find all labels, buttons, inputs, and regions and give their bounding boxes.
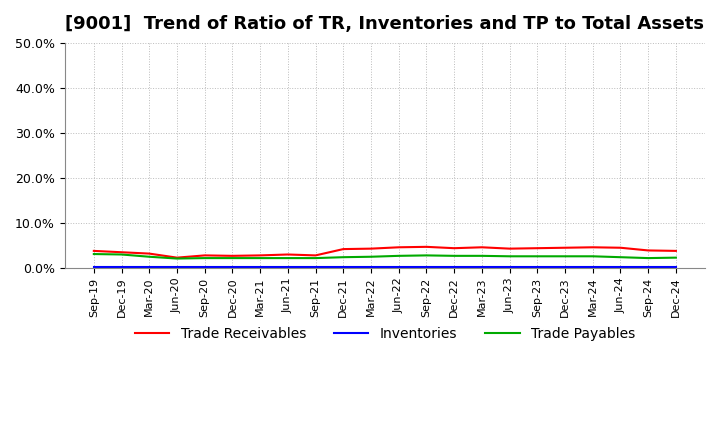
Trade Receivables (173, 255, 181, 260)
Legend: Trade Receivables, Inventories, Trade Payables: Trade Receivables, Inventories, Trade Pa… (129, 322, 641, 347)
Trade Receivables (672, 248, 680, 253)
Line: Trade Receivables: Trade Receivables (94, 247, 676, 258)
Inventories (588, 264, 597, 269)
Trade Receivables (561, 245, 570, 250)
Trade Payables (477, 253, 486, 258)
Inventories (173, 264, 181, 269)
Inventories (366, 264, 375, 269)
Trade Payables (200, 256, 209, 261)
Inventories (89, 264, 98, 269)
Trade Payables (339, 255, 348, 260)
Trade Receivables (644, 248, 652, 253)
Inventories (200, 264, 209, 269)
Inventories (284, 264, 292, 269)
Inventories (117, 264, 126, 269)
Trade Receivables (145, 251, 153, 256)
Trade Receivables (311, 253, 320, 258)
Line: Trade Payables: Trade Payables (94, 254, 676, 259)
Trade Payables (395, 253, 403, 258)
Trade Payables (117, 252, 126, 257)
Trade Payables (89, 251, 98, 257)
Title: [9001]  Trend of Ratio of TR, Inventories and TP to Total Assets: [9001] Trend of Ratio of TR, Inventories… (66, 15, 704, 33)
Trade Payables (505, 253, 514, 259)
Trade Payables (228, 256, 237, 261)
Trade Receivables (588, 245, 597, 250)
Trade Payables (644, 256, 652, 261)
Trade Receivables (395, 245, 403, 250)
Trade Receivables (117, 249, 126, 255)
Trade Payables (561, 253, 570, 259)
Inventories (561, 264, 570, 269)
Trade Payables (450, 253, 459, 258)
Inventories (228, 264, 237, 269)
Trade Payables (616, 255, 625, 260)
Trade Receivables (339, 246, 348, 252)
Trade Receivables (505, 246, 514, 251)
Trade Payables (588, 253, 597, 259)
Inventories (450, 264, 459, 269)
Inventories (505, 264, 514, 269)
Trade Receivables (200, 253, 209, 258)
Trade Receivables (228, 253, 237, 258)
Inventories (311, 264, 320, 269)
Inventories (145, 264, 153, 269)
Inventories (616, 264, 625, 269)
Inventories (422, 264, 431, 269)
Trade Payables (672, 255, 680, 260)
Trade Receivables (256, 253, 264, 258)
Trade Receivables (616, 245, 625, 250)
Trade Payables (256, 256, 264, 261)
Inventories (339, 264, 348, 269)
Trade Payables (284, 256, 292, 261)
Trade Receivables (422, 244, 431, 249)
Inventories (644, 264, 652, 269)
Trade Receivables (284, 252, 292, 257)
Trade Receivables (533, 246, 541, 251)
Trade Payables (533, 253, 541, 259)
Trade Payables (422, 253, 431, 258)
Trade Payables (145, 254, 153, 260)
Inventories (395, 264, 403, 269)
Inventories (477, 264, 486, 269)
Inventories (256, 264, 264, 269)
Inventories (672, 264, 680, 269)
Trade Receivables (450, 246, 459, 251)
Trade Payables (173, 256, 181, 261)
Trade Payables (311, 256, 320, 261)
Trade Receivables (366, 246, 375, 251)
Trade Payables (366, 254, 375, 260)
Trade Receivables (89, 248, 98, 253)
Trade Receivables (477, 245, 486, 250)
Inventories (533, 264, 541, 269)
